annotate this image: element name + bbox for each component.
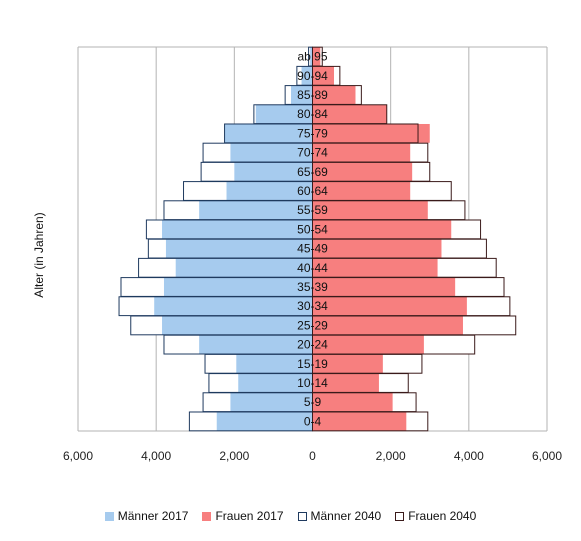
bar-männer-2017-5-9 [230,392,313,412]
bar-männer-2017-45-49 [165,239,313,259]
legend-label-männer-2017: Männer 2017 [117,509,189,523]
bar-männer-2017-75-79 [224,123,313,143]
bar-frauen-2017-70-74 [312,143,411,163]
age-label-65-69: 65-69 [297,165,328,179]
bar-frauen-2017-75-79 [312,123,430,143]
bar-frauen-2040-ab 95 [312,46,323,67]
age-label-85-89: 85-89 [297,88,328,102]
age-label-90-94: 90-94 [297,69,328,83]
bar-männer-2017-ab 95 [310,47,313,67]
age-labels-layer: 0-4 5-9 10-14 15-19 20-24 25-29 30-34 35-39 40-4… [297,50,328,429]
age-label-35-39: 35-39 [297,280,328,294]
x-tick-label-2: 2,000 [219,449,249,463]
bar-frauen-2017-20-24 [312,335,424,355]
bar-männer-2017-65-69 [234,162,313,182]
age-label-ab 95: ab 95 [297,50,327,64]
age-label-60-64: 60-64 [297,184,328,198]
x-tick-label-4: 2,000 [376,449,406,463]
bar-frauen-2017-90-94 [312,66,334,86]
bar-frauen-2017-10-14 [312,373,379,393]
legend-swatch-frauen-2017 [202,511,212,521]
bar-frauen-2017-30-34 [312,296,467,316]
legend-label-frauen-2040: Frauen 2040 [408,509,477,523]
bar-männer-2017-85-89 [291,85,313,105]
age-label-40-44: 40-44 [297,261,328,275]
bar-männer-2017-35-39 [163,277,313,297]
legend-item-männer-2017: Männer 2017 [104,509,189,523]
legend-label-frauen-2017: Frauen 2017 [215,509,284,523]
bar-männer-2017-40-44 [175,258,313,278]
bar-frauen-2017-40-44 [312,258,438,278]
bar-männer-2017-80-84 [255,104,313,124]
bar-männer-2017-0-4 [216,411,313,431]
x-tick-label-1: 4,000 [141,449,171,463]
x-tick-labels-layer: 6,000 4,000 2,000 0 2,000 4,000 6,000 [63,449,562,463]
age-label-70-74: 70-74 [297,146,328,160]
legend-swatch-männer-2017 [104,511,114,521]
bar-männer-2017-55-59 [199,200,313,220]
bar-frauen-2040-90-94 [312,65,341,86]
bar-frauen-2017-55-59 [312,200,428,220]
x-tick-label-3: 0 [309,449,316,463]
age-label-45-49: 45-49 [297,242,328,256]
legend: Männer 2017 Frauen 2017 Männer 2040 Frauen … [0,507,581,525]
bar-frauen-2017-45-49 [312,239,442,259]
x-tick-label-0: 6,000 [63,449,93,463]
outline-2040-layer [118,46,517,432]
age-label-80-84: 80-84 [297,107,328,121]
age-label-25-29: 25-29 [297,318,328,332]
age-label-5-9: 5-9 [304,395,322,409]
bar-frauen-2017-80-84 [312,104,387,124]
legend-item-frauen-2040: Frauen 2040 [395,509,476,523]
bar-männer-2017-50-54 [162,219,313,239]
legend-swatch-frauen-2040 [395,511,405,521]
age-label-55-59: 55-59 [297,203,328,217]
bar-männer-2017-30-34 [154,296,313,316]
bar-frauen-2017-ab 95 [312,47,321,67]
bar-männer-2017-25-29 [162,315,313,335]
x-tick-label-5: 4,000 [454,449,484,463]
age-label-20-24: 20-24 [297,338,328,352]
bar-frauen-2017-85-89 [312,85,356,105]
bar-männer-2017-15-19 [236,354,313,374]
age-label-15-19: 15-19 [297,357,328,371]
bar-männer-2017-20-24 [199,335,313,355]
bar-männer-2017-10-14 [238,373,313,393]
bar-frauen-2017-15-19 [312,354,383,374]
y-axis-title: Alter (in Jahren) [32,212,46,297]
bar-frauen-2017-60-64 [312,181,411,201]
bar-frauen-2017-5-9 [312,392,393,412]
bar-männer-2017-60-64 [226,181,313,201]
legend-item-männer-2040: Männer 2040 [297,509,382,523]
bar-männer-2017-90-94 [301,66,313,86]
legend-item-frauen-2017: Frauen 2017 [202,509,284,523]
age-label-10-14: 10-14 [297,376,328,390]
legend-label-männer-2040: Männer 2040 [310,509,382,523]
age-label-50-54: 50-54 [297,222,328,236]
bar-männer-2017-70-74 [230,143,313,163]
bar-frauen-2017-65-69 [312,162,413,182]
age-label-30-34: 30-34 [297,299,328,313]
bar-frauen-2017-50-54 [312,219,452,239]
age-label-75-79: 75-79 [297,126,328,140]
bar-frauen-2017-35-39 [312,277,456,297]
legend-swatch-männer-2040 [297,511,307,521]
age-label-0-4: 0-4 [304,414,322,428]
bar-frauen-2017-0-4 [312,411,407,431]
bar-frauen-2017-25-29 [312,315,463,335]
x-tick-label-6: 6,000 [532,449,562,463]
bars-2017-layer [154,47,467,431]
